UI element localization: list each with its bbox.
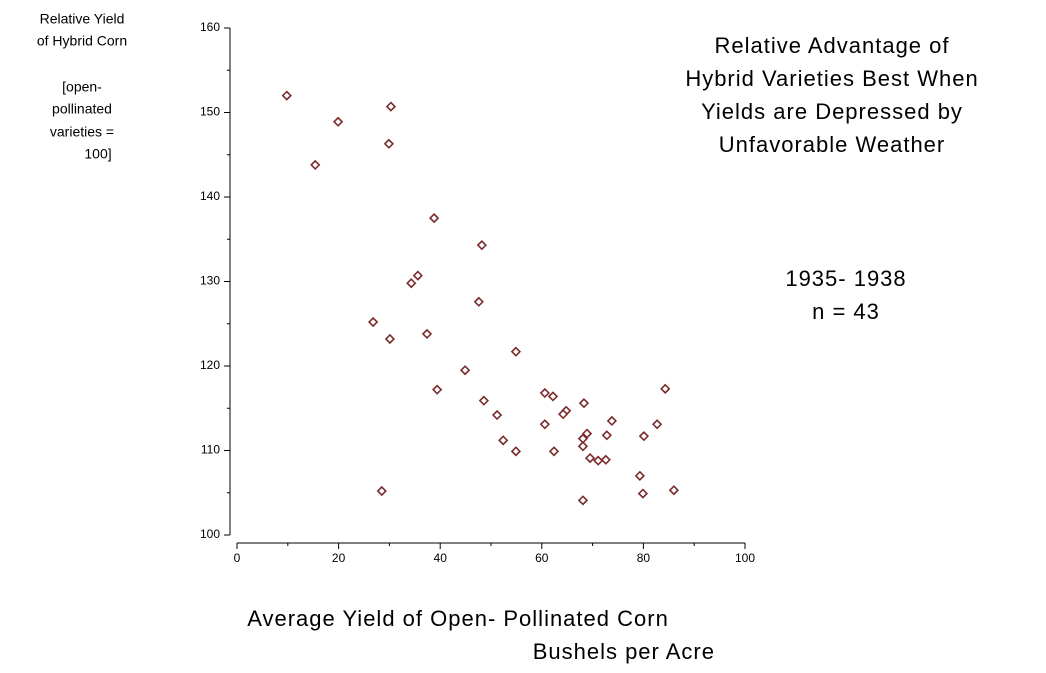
point [577,495,589,506]
point [660,383,671,394]
point [491,409,503,421]
point [432,384,443,395]
point [638,431,650,442]
point [651,419,663,430]
x-tick-label: 0 [234,551,241,565]
point [510,346,522,357]
point [498,435,509,446]
point [668,485,680,496]
point [459,365,471,376]
point [384,333,396,345]
chart-title: Relative Advantage of [714,33,949,58]
point [428,212,440,224]
y-tick-label: 130 [200,274,220,288]
y-axis-label: [open- [62,79,102,95]
point [558,409,569,420]
chart-title: Hybrid Varieties Best When [685,66,978,91]
y-axis-label: Relative Yield [40,11,125,27]
y-tick-label: 140 [200,189,220,203]
point [368,316,379,328]
y-axis-label: pollinated [52,101,112,117]
point [584,452,596,464]
y-tick-label: 160 [200,20,220,34]
point [578,398,590,409]
chart-title: Yields are Depressed by [701,99,963,124]
point [412,270,423,281]
x-tick-label: 20 [332,551,346,565]
point [606,415,618,427]
point [593,455,604,466]
point [539,419,550,430]
point [637,488,649,499]
point [478,395,490,406]
y-tick-label: 150 [200,105,220,119]
point [547,391,559,402]
point [406,278,417,289]
x-tick-label: 100 [735,551,755,565]
point [421,328,433,340]
point [383,138,395,149]
point [332,116,344,127]
annotation: n = 43 [812,299,880,324]
point [476,240,487,251]
point [581,428,593,439]
y-tick-label: 100 [200,527,220,541]
chart-title: Unfavorable Weather [719,132,946,157]
y-tick-label: 120 [200,358,220,372]
x-axis-label: Bushels per Acre [533,639,715,664]
point [600,454,611,465]
point [473,296,484,307]
x-tick-label: 80 [637,551,651,565]
x-tick-label: 40 [434,551,448,565]
x-tick-label: 60 [535,551,549,565]
point [510,446,522,457]
y-axis-label: of Hybrid Corn [37,33,127,49]
y-tick-label: 110 [201,443,220,457]
point [385,101,397,112]
point [548,446,560,457]
y-axis-label: varieties = [50,124,114,140]
point [281,90,292,101]
point [539,387,550,399]
point [634,470,645,481]
y-axis-label: 100] [84,146,111,162]
annotation: 1935- 1938 [785,266,906,291]
point [601,430,612,441]
point [310,159,321,171]
point [376,485,387,497]
x-axis-label: Average Yield of Open- Pollinated Corn [247,606,669,631]
point [577,441,589,452]
